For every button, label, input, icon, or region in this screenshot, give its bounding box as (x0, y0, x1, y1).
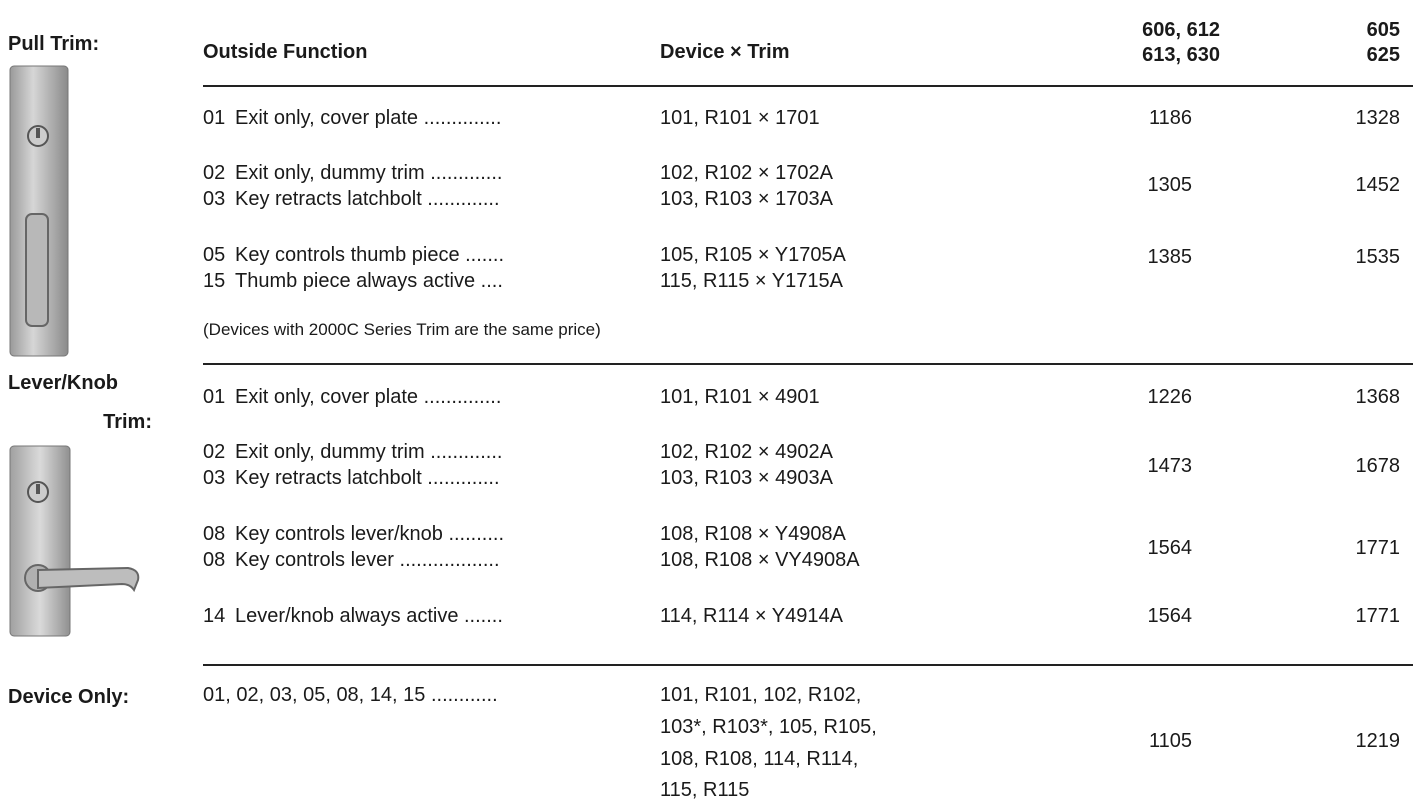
device-trim: 115, R115 × Y1715A (660, 270, 843, 292)
device-trim: 102, R102 × 4902A (660, 441, 833, 463)
function-code: 08 (203, 549, 226, 571)
header-finish2: 625 (1366, 44, 1400, 66)
lever-trim-image (9, 445, 140, 637)
device-trim: 102, R102 × 1702A (660, 162, 833, 184)
header-function: Outside Function (203, 41, 368, 63)
function-code: 03 (203, 467, 226, 489)
function-desc: Exit only, dummy trim ............. (235, 162, 503, 184)
function-code: 14 (203, 605, 226, 627)
device-trim: 101, R101 × 4901 (660, 386, 820, 408)
function-desc: Key controls thumb piece ....... (235, 244, 505, 266)
price: 1305 (1147, 174, 1193, 196)
device-trim: 103, R103 × 1703A (660, 188, 833, 210)
device-trim: 114, R114 × Y4914A (660, 605, 843, 627)
price: 1535 (1355, 246, 1401, 268)
price: 1105 (1148, 730, 1192, 752)
function-desc: Exit only, cover plate .............. (235, 386, 502, 408)
price: 1473 (1147, 455, 1193, 477)
price: 1328 (1355, 107, 1401, 129)
header-finish1: 606, 612 (1142, 19, 1220, 41)
rule (203, 85, 1413, 87)
function-code: 08 (203, 523, 226, 545)
function-code: 01 (203, 386, 226, 408)
device-trim: 103*, R103*, 105, R105, (660, 716, 877, 738)
function-desc: 01, 02, 03, 05, 08, 14, 15 ............ (203, 684, 498, 706)
function-desc: Exit only, dummy trim ............. (235, 441, 503, 463)
device-trim: 103, R103 × 4903A (660, 467, 833, 489)
price: 1219 (1355, 730, 1401, 752)
section-label: Trim: (103, 411, 152, 433)
note: (Devices with 2000C Series Trim are the … (203, 320, 601, 339)
device-trim: 108, R108, 114, R114, (660, 748, 859, 770)
device-trim: 108, R108 × Y4908A (660, 523, 846, 545)
price: 1226 (1147, 386, 1193, 408)
price: 1771 (1355, 605, 1401, 627)
function-desc: Key controls lever .................. (235, 549, 500, 571)
function-code: 15 (203, 270, 226, 292)
device-trim: 115, R115 (660, 779, 750, 801)
device-trim: 108, R108 × VY4908A (660, 549, 860, 571)
section-label: Pull Trim: (8, 33, 100, 55)
price: 1564 (1147, 605, 1193, 627)
rule (203, 664, 1413, 666)
function-code: 02 (203, 441, 226, 463)
price: 1385 (1147, 246, 1193, 268)
device-trim: 101, R101, 102, R102, (660, 684, 862, 706)
function-desc: Key controls lever/knob .......... (235, 523, 505, 545)
price: 1368 (1355, 386, 1401, 408)
function-desc: Key retracts latchbolt ............. (235, 467, 500, 489)
price: 1564 (1147, 537, 1193, 559)
price: 1452 (1355, 174, 1401, 196)
function-desc: Exit only, cover plate .............. (235, 107, 502, 129)
section-label: Device Only: (8, 686, 130, 708)
function-code: 01 (203, 107, 226, 129)
function-desc: Thumb piece always active .... (235, 270, 503, 292)
pull-trim-image (9, 65, 69, 357)
rule (203, 363, 1413, 365)
function-desc: Lever/knob always active ....... (235, 605, 503, 627)
price: 1678 (1355, 455, 1401, 477)
function-desc: Key retracts latchbolt ............. (235, 188, 500, 210)
function-code: 05 (203, 244, 226, 266)
price: 1186 (1148, 107, 1192, 129)
header-finish2: 605 (1366, 19, 1400, 41)
function-code: 03 (203, 188, 226, 210)
device-trim: 105, R105 × Y1705A (660, 244, 846, 266)
header-finish1: 613, 630 (1142, 44, 1220, 66)
section-label: Lever/Knob (8, 372, 119, 394)
function-code: 02 (203, 162, 226, 184)
header-device: Device × Trim (660, 41, 790, 63)
price: 1771 (1355, 537, 1401, 559)
device-trim: 101, R101 × 1701 (660, 107, 820, 129)
